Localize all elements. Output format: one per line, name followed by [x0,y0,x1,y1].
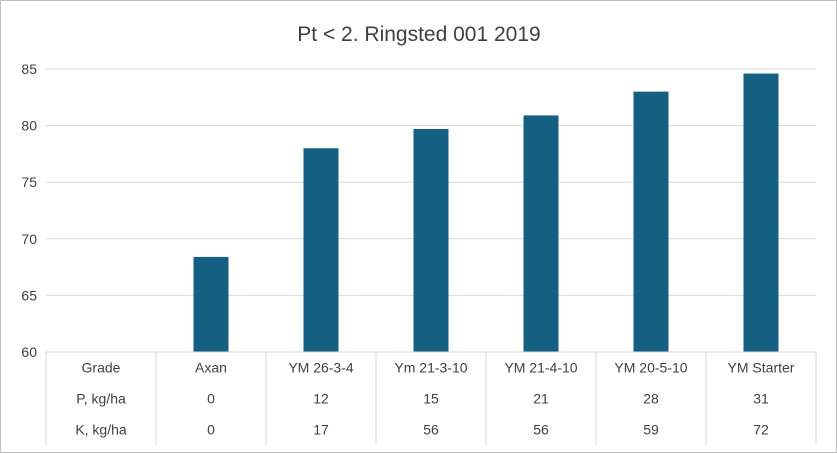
table-cell-k-4: 56 [533,422,549,438]
chart-title: Pt < 2. Ringsted 001 2019 [297,23,540,46]
bar-5 [633,91,669,352]
table-cell-grade-4: YM 21-4-10 [504,360,577,376]
table-cell-p-6: 31 [753,391,769,407]
table-cell-k-5: 59 [643,422,659,438]
bar-6 [743,73,779,352]
table-cell-k-2: 17 [313,422,329,438]
table-cell-grade-2: YM 26-3-4 [288,360,354,376]
table-row-label-grade: Grade [82,360,121,376]
y-tick-label-65: 65 [21,287,37,303]
table-row-label-p: P, kg/ha [76,391,126,407]
table-cell-p-2: 12 [313,391,329,407]
table-cell-grade-1: Axan [195,360,227,376]
table-cell-p-1: 0 [207,391,215,407]
table-cell-p-4: 21 [533,391,549,407]
y-axis-tick-labels: 60 65 70 75 80 85 [21,61,37,360]
table-cell-p-3: 15 [423,391,439,407]
table-cell-k-1: 0 [207,422,215,438]
table-cell-grade-3: Ym 21-3-10 [394,360,467,376]
data-table: Grade Axan YM 26-3-4 Ym 21-3-10 YM 21-4-10 YM… [45,351,817,445]
y-tick-label-80: 80 [21,118,37,134]
table-row-label-k: K, kg/ha [75,422,127,438]
bar-3 [413,128,449,352]
table-cell-p-5: 28 [643,391,659,407]
y-tick-label-75: 75 [21,174,37,190]
bars [193,73,779,352]
table-cell-k-3: 56 [423,422,439,438]
bar-2 [303,148,339,352]
bar-4 [523,115,559,352]
table-cell-grade-5: YM 20-5-10 [614,360,687,376]
table-cell-grade-6: YM Starter [728,360,795,376]
table-cell-k-6: 72 [753,422,769,438]
y-tick-label-60: 60 [21,344,37,360]
y-tick-label-85: 85 [21,61,37,77]
y-tick-label-70: 70 [21,231,37,247]
bar-1 [193,256,229,352]
